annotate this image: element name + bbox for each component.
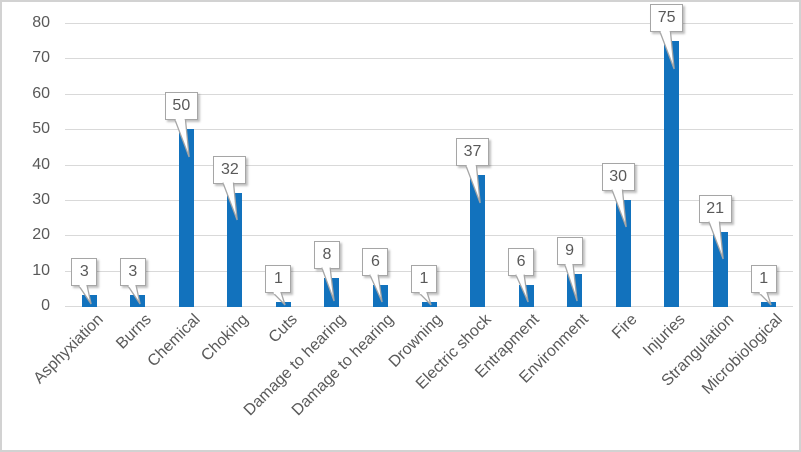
- y-axis-tick-label: 10: [32, 261, 50, 279]
- callout-tail: [272, 291, 287, 306]
- data-label-value: 32: [213, 155, 247, 184]
- callout-tail: [515, 274, 529, 303]
- callout-tail: [610, 189, 627, 228]
- callout-tail: [758, 291, 772, 306]
- data-label-callout: 6: [362, 247, 389, 303]
- data-label-callout: 21: [698, 194, 732, 260]
- data-label-value: 9: [556, 237, 583, 266]
- data-label-callout: 6: [508, 247, 535, 303]
- bar-13-strangulation: [712, 231, 728, 307]
- data-label-value: 21: [698, 194, 732, 223]
- bar-4-cuts: [275, 302, 291, 307]
- callout-tail: [563, 263, 578, 301]
- data-label-value: 1: [265, 265, 292, 294]
- bar-3-choking: [227, 192, 243, 307]
- y-axis-tick-label: 50: [32, 120, 50, 138]
- y-axis-tick-label: 70: [32, 49, 50, 67]
- bar-7-drowning: [421, 302, 437, 307]
- data-label-value: 75: [650, 4, 684, 32]
- callout-tail: [222, 182, 239, 221]
- category-label-fire: Fire: [608, 311, 641, 343]
- data-label-value: 1: [750, 265, 777, 294]
- data-label-callout: 30: [601, 162, 635, 228]
- y-axis-tick-label: 40: [32, 155, 50, 173]
- category-label-chemical: Chemical: [144, 311, 204, 371]
- bar-14-microbiological: [761, 302, 777, 307]
- y-axis-tick-label: 60: [32, 84, 50, 102]
- data-label-callout: 8: [313, 240, 340, 302]
- callout-tail: [174, 118, 190, 157]
- data-label-value: 50: [164, 92, 198, 121]
- category-label-choking: Choking: [198, 311, 252, 365]
- bar-12-injuries: [664, 40, 680, 307]
- callout-tail: [418, 291, 432, 306]
- data-label-callout: 1: [265, 265, 292, 306]
- callout-tail: [78, 284, 92, 305]
- data-label-value: 6: [362, 247, 389, 276]
- bar-2-chemical: [178, 129, 194, 307]
- y-axis-tick-label: 80: [32, 14, 50, 31]
- gridline-60: [65, 93, 793, 95]
- callout-tail: [659, 30, 675, 69]
- callout-tail: [369, 274, 384, 303]
- data-label-callout: 50: [164, 92, 198, 157]
- gridline-30: [65, 199, 793, 201]
- gridline-20: [65, 235, 793, 237]
- callout-tail: [127, 284, 141, 305]
- category-label-asphyxiation: Asphyxiation: [30, 311, 107, 388]
- bar-11-fire: [615, 199, 631, 307]
- data-label-value: 3: [119, 258, 146, 287]
- data-label-callout: 9: [556, 237, 583, 301]
- gridline-80: [65, 23, 793, 24]
- y-axis-tick-label: 0: [41, 297, 50, 314]
- gridline-40: [65, 164, 793, 166]
- category-label-burns: Burns: [113, 311, 155, 353]
- data-label-callout: 3: [71, 258, 98, 305]
- category-label-cuts: Cuts: [265, 311, 301, 347]
- data-label-value: 6: [508, 247, 535, 276]
- y-axis-tick-label: 20: [32, 226, 50, 244]
- data-label-callout: 3: [119, 258, 146, 305]
- data-label-callout: 75: [650, 4, 684, 69]
- callout-tail: [321, 267, 335, 302]
- gridline-50: [65, 129, 793, 131]
- data-label-value: 37: [456, 138, 490, 167]
- data-label-callout: 1: [411, 265, 437, 306]
- data-label-callout: 37: [456, 138, 490, 203]
- data-label-value: 3: [71, 258, 98, 287]
- data-label-callout: 32: [213, 155, 247, 221]
- bar-8-electric-shock: [470, 175, 486, 307]
- data-label-value: 8: [313, 240, 340, 269]
- gridline-70: [65, 58, 793, 60]
- callout-tail: [707, 221, 724, 260]
- callout-tail: [465, 164, 481, 203]
- data-label-value: 30: [601, 162, 635, 191]
- data-label-callout: 1: [750, 265, 777, 306]
- y-axis-tick-label: 30: [32, 190, 50, 208]
- data-label-value: 1: [411, 265, 437, 294]
